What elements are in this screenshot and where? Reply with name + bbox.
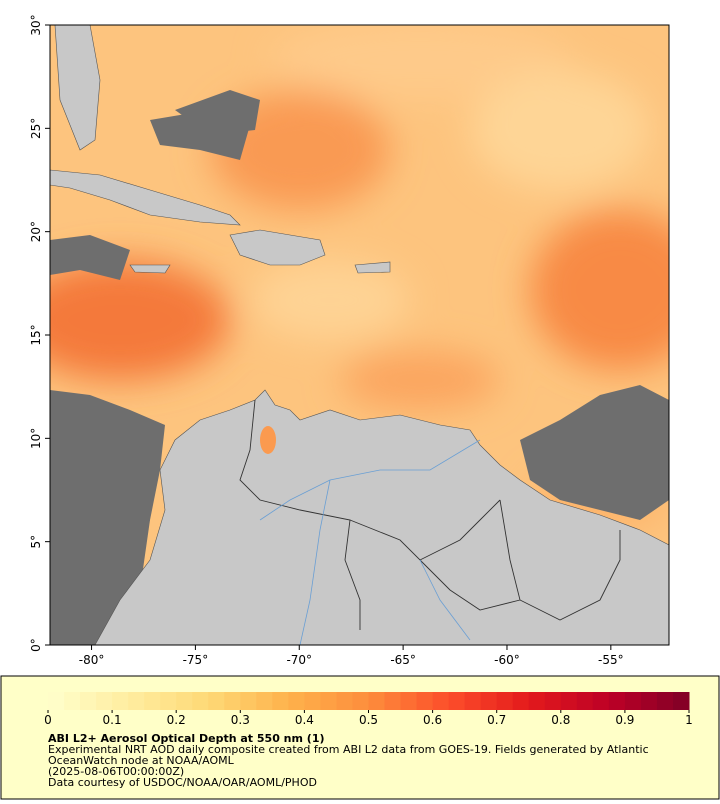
x-tick-label: -80° — [79, 653, 105, 667]
x-tick-label: -70° — [286, 653, 312, 667]
axes: -80° -75° -70° -65° -60° -55° 0° 5° 10° 15° 20° 25°… — [29, 14, 624, 667]
x-tick-label: -60° — [494, 653, 520, 667]
colorbar-segment — [64, 692, 81, 710]
y-tick-label: 30° — [29, 14, 43, 35]
colorbar-segment — [400, 692, 418, 710]
colorbar-tick-label: 0.2 — [167, 713, 186, 727]
colorbar-tick-label: 0.9 — [615, 713, 634, 727]
colorbar-segment — [640, 692, 658, 710]
colorbar-segment — [160, 692, 177, 710]
colorbar-segment — [128, 692, 145, 710]
caption-line: OceanWatch node at NOAA/AOML — [48, 754, 235, 767]
caption-line: (2025-08-06T00:00:00Z) — [48, 765, 184, 778]
y-tick-label: 25° — [29, 118, 43, 139]
y-tick-label: 10° — [29, 428, 43, 449]
colorbar-segment — [320, 692, 337, 710]
colorbar-segment — [368, 692, 386, 710]
colorbar-segment — [464, 692, 482, 710]
colorbar-tick-label: 0.8 — [551, 713, 570, 727]
colorbar-segment — [224, 692, 241, 710]
colorbar-segment — [512, 692, 530, 710]
x-tick-label: -75° — [183, 653, 209, 667]
colorbar-tick-label: 0.1 — [103, 713, 122, 727]
colorbar-segment — [96, 692, 113, 710]
caption-line: Experimental NRT AOD daily composite cre… — [48, 743, 649, 756]
colorbar-segment — [432, 692, 450, 710]
colorbar-tick-label: 0.5 — [359, 713, 378, 727]
colorbar-segment — [48, 692, 65, 710]
aod-plumes — [50, 25, 669, 530]
colorbar-segment — [560, 692, 578, 710]
colorbar-segment — [80, 692, 97, 710]
colorbar-segment — [304, 692, 321, 710]
colorbar-tick-label: 0 — [44, 713, 52, 727]
colorbar-segment — [656, 692, 674, 710]
caption-title: ABI L2+ Aerosol Optical Depth at 550 nm … — [48, 732, 325, 745]
colorbar-segment — [448, 692, 466, 710]
y-tick-label: 0° — [29, 638, 43, 652]
colorbar-tick-label: 1 — [685, 713, 693, 727]
colorbar-tick-label: 0.4 — [295, 713, 314, 727]
colorbar-segment — [192, 692, 209, 710]
no-data — [50, 90, 669, 645]
colorbar-segment — [384, 692, 402, 710]
colorbar-tick-label: 0.7 — [487, 713, 506, 727]
colorbar-segment — [576, 692, 594, 710]
borders — [239, 399, 621, 630]
colorbar-segment — [608, 692, 626, 710]
colorbar-segment — [272, 692, 289, 710]
y-tick-label: 20° — [29, 221, 43, 242]
y-tick-label: 15° — [29, 324, 43, 345]
colorbar-segment — [256, 692, 273, 710]
colorbar-segment — [544, 692, 562, 710]
colorbar-segment — [480, 692, 498, 710]
colorbar-segment — [144, 692, 161, 710]
rivers — [259, 439, 481, 645]
colorbar-segment — [208, 692, 225, 710]
colorbar-segment — [176, 692, 193, 710]
colorbar-segment — [336, 692, 353, 710]
map — [50, 25, 669, 645]
colorbar-segment — [592, 692, 610, 710]
caption-line: Data courtesy of USDOC/NOAA/OAR/AOML/PHO… — [48, 776, 317, 789]
colorbar-segment — [112, 692, 129, 710]
colorbar: 0 0.1 0.2 0.3 0.4 0.5 0.6 0.7 0.8 0.9 1 — [44, 692, 693, 727]
colorbar-segment — [240, 692, 257, 710]
colorbar-segment — [672, 692, 690, 710]
colorbar-segment — [288, 692, 305, 710]
lake-maracaibo — [260, 426, 276, 454]
colorbar-segment — [416, 692, 434, 710]
colorbar-segment — [352, 692, 369, 710]
colorbar-tick-label: 0.6 — [423, 713, 442, 727]
colorbar-segment — [624, 692, 642, 710]
x-tick-label: -65° — [390, 653, 416, 667]
x-tick-label: -55° — [598, 653, 624, 667]
land — [50, 25, 669, 645]
colorbar-segment — [528, 692, 546, 710]
colorbar-tick-label: 0.3 — [231, 713, 250, 727]
colorbar-segment — [496, 692, 514, 710]
y-tick-label: 5° — [29, 535, 43, 549]
